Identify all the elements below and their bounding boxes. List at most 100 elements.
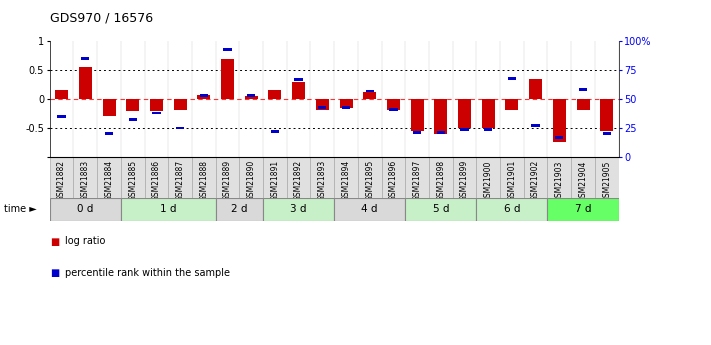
Text: GSM21885: GSM21885 [128, 160, 137, 201]
Bar [382, 157, 405, 198]
Text: GSM21896: GSM21896 [389, 160, 398, 201]
Bar [105, 132, 113, 135]
Text: GDS970 / 16576: GDS970 / 16576 [50, 11, 153, 24]
Bar [144, 157, 169, 198]
Bar [81, 57, 90, 60]
Bar [121, 157, 144, 198]
Bar [215, 157, 240, 198]
Bar [247, 94, 255, 97]
Text: GSM21901: GSM21901 [508, 160, 516, 201]
Bar [79, 67, 92, 99]
Bar [294, 78, 303, 81]
Bar [434, 99, 447, 134]
Text: GSM21884: GSM21884 [105, 160, 114, 201]
Text: 0 d: 0 d [77, 205, 94, 215]
Bar [600, 99, 614, 131]
Bar [176, 127, 184, 129]
Bar [413, 131, 421, 134]
Text: GSM21905: GSM21905 [602, 160, 611, 201]
Bar [429, 157, 453, 198]
Bar [152, 111, 161, 115]
Bar [129, 118, 137, 121]
Bar [603, 132, 611, 135]
Text: log ratio: log ratio [65, 237, 106, 246]
Bar [198, 95, 210, 99]
Bar [192, 157, 215, 198]
Bar [405, 157, 429, 198]
Bar [316, 99, 329, 109]
Bar [342, 106, 351, 109]
Text: ■: ■ [50, 237, 59, 246]
Text: GSM21900: GSM21900 [483, 160, 493, 201]
Bar [271, 130, 279, 133]
Bar [240, 157, 263, 198]
Text: 5 d: 5 d [432, 205, 449, 215]
Text: GSM21891: GSM21891 [270, 160, 279, 201]
Bar [200, 94, 208, 97]
Bar [50, 157, 73, 198]
Bar [532, 124, 540, 127]
Bar [547, 157, 571, 198]
Text: GSM21902: GSM21902 [531, 160, 540, 201]
Text: 6 d: 6 d [503, 205, 520, 215]
Bar [571, 157, 595, 198]
Bar [476, 198, 547, 221]
Bar [102, 99, 115, 117]
Bar [387, 99, 400, 109]
Bar [292, 82, 305, 99]
Text: GSM21888: GSM21888 [199, 160, 208, 201]
Text: 1 d: 1 d [160, 205, 176, 215]
Bar [169, 157, 192, 198]
Text: 7 d: 7 d [574, 205, 592, 215]
Text: GSM21889: GSM21889 [223, 160, 232, 201]
Bar [55, 90, 68, 99]
Bar [358, 157, 382, 198]
Bar [411, 99, 424, 131]
Bar [245, 96, 258, 99]
Text: GSM21892: GSM21892 [294, 160, 303, 201]
Text: GSM21899: GSM21899 [460, 160, 469, 201]
Bar [287, 157, 311, 198]
Bar [547, 198, 619, 221]
Bar [223, 48, 232, 51]
Bar [263, 157, 287, 198]
Bar [221, 59, 234, 99]
Text: GSM21893: GSM21893 [318, 160, 327, 201]
Text: GSM21894: GSM21894 [341, 160, 351, 201]
Bar [555, 136, 564, 139]
Text: time ►: time ► [4, 205, 36, 215]
Bar [524, 157, 547, 198]
Bar [500, 157, 524, 198]
Bar [215, 198, 263, 221]
Text: GSM21898: GSM21898 [437, 160, 445, 201]
Bar [437, 131, 445, 134]
Text: 2 d: 2 d [231, 205, 247, 215]
Text: GSM21904: GSM21904 [579, 160, 587, 201]
Bar [577, 99, 589, 109]
Text: 3 d: 3 d [290, 205, 307, 215]
Text: GSM21890: GSM21890 [247, 160, 256, 201]
Text: GSM21882: GSM21882 [57, 160, 66, 201]
Bar [476, 157, 500, 198]
Bar [73, 157, 97, 198]
Bar [97, 157, 121, 198]
Bar [334, 157, 358, 198]
Bar [365, 90, 374, 92]
Text: GSM21887: GSM21887 [176, 160, 185, 201]
Bar [269, 90, 282, 99]
Bar [173, 99, 186, 109]
Text: GSM21903: GSM21903 [555, 160, 564, 201]
Bar [121, 198, 215, 221]
Bar [58, 115, 65, 118]
Bar [340, 99, 353, 108]
Bar [319, 106, 326, 109]
Text: 4 d: 4 d [361, 205, 378, 215]
Bar [390, 108, 397, 111]
Bar [50, 198, 121, 221]
Bar [311, 157, 334, 198]
Bar [363, 92, 376, 99]
Bar [508, 77, 516, 80]
Text: ■: ■ [50, 268, 59, 277]
Bar [453, 157, 476, 198]
Bar [529, 79, 542, 99]
